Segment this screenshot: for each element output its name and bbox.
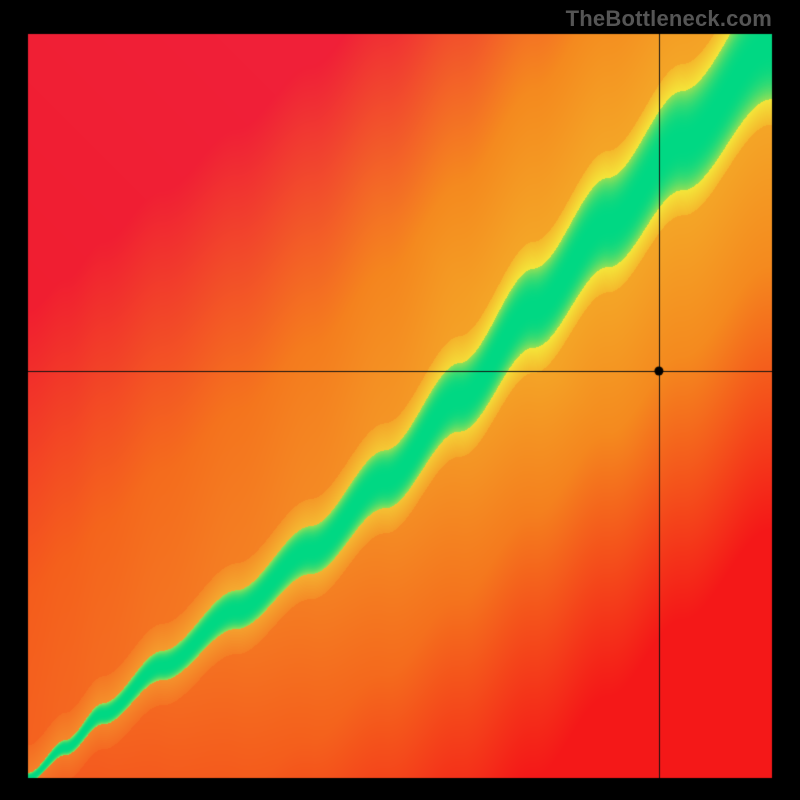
chart-container: TheBottleneck.com xyxy=(0,0,800,800)
watermark-text: TheBottleneck.com xyxy=(566,6,772,32)
bottleneck-heatmap xyxy=(0,0,800,800)
